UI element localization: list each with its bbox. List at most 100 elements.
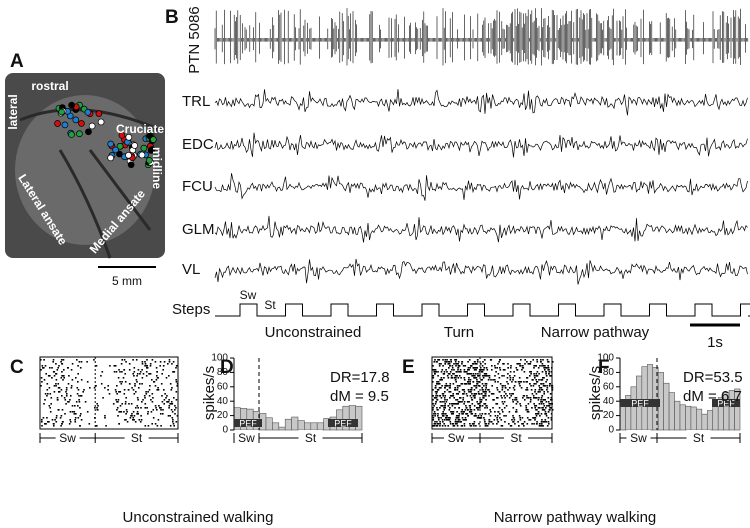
spike <box>144 365 146 367</box>
spike <box>534 419 536 421</box>
spike <box>454 403 457 405</box>
bar <box>291 416 299 431</box>
spike <box>168 359 171 361</box>
spike <box>77 405 79 407</box>
spike <box>498 377 501 379</box>
spike <box>469 373 471 375</box>
pef-bar <box>328 419 358 427</box>
spike <box>60 359 63 361</box>
spike <box>484 363 486 365</box>
spike <box>443 373 446 375</box>
spike <box>176 385 178 387</box>
spike <box>436 381 438 383</box>
spike <box>435 395 437 397</box>
spike <box>79 395 82 397</box>
spike <box>468 391 470 393</box>
spike <box>538 425 541 427</box>
spike <box>541 389 544 391</box>
spike <box>499 383 502 385</box>
spike <box>156 375 158 377</box>
spike <box>476 401 478 403</box>
spike <box>547 365 549 367</box>
spike <box>57 399 59 401</box>
spike <box>540 401 542 403</box>
spike <box>519 419 522 421</box>
bar <box>679 404 686 431</box>
spike <box>78 361 81 363</box>
spike <box>436 399 439 401</box>
spike <box>547 411 550 413</box>
spike <box>436 383 438 385</box>
stat: dM = 9.5 <box>330 388 389 405</box>
spike <box>65 403 67 405</box>
spike <box>460 421 462 423</box>
spike <box>520 381 523 383</box>
spike <box>485 383 488 385</box>
spike <box>160 383 163 385</box>
spike <box>496 389 499 391</box>
spike <box>144 397 146 399</box>
spike <box>540 383 542 385</box>
spike <box>545 381 547 383</box>
spike <box>530 389 533 391</box>
spike <box>133 367 136 369</box>
spike <box>151 393 154 395</box>
spike <box>504 385 506 387</box>
spike <box>56 397 59 399</box>
bar <box>674 400 681 431</box>
spike <box>154 423 157 425</box>
spike <box>524 359 526 361</box>
spike <box>541 379 544 381</box>
spike <box>73 413 76 415</box>
spike <box>447 425 449 427</box>
spike <box>439 379 441 381</box>
spike <box>474 397 476 399</box>
spike <box>173 397 175 399</box>
spike <box>471 399 474 401</box>
spike <box>471 423 474 425</box>
spike <box>483 419 486 421</box>
spike <box>56 369 59 371</box>
spike <box>437 413 439 415</box>
spike <box>455 403 458 405</box>
site <box>116 150 123 158</box>
spike <box>509 387 511 389</box>
y-axis-label: spikes/s <box>201 366 218 420</box>
spike <box>144 425 147 427</box>
spike <box>137 413 139 415</box>
spike <box>493 419 496 421</box>
bar <box>316 422 324 431</box>
spike <box>501 401 504 403</box>
spike <box>147 391 149 393</box>
spike <box>442 421 444 423</box>
spike <box>480 363 482 365</box>
spike <box>155 407 157 409</box>
spike <box>55 385 57 387</box>
spike <box>455 415 458 417</box>
spike <box>465 393 468 395</box>
panel-label: C <box>10 357 24 378</box>
spike <box>135 359 138 361</box>
spike <box>484 383 487 385</box>
spike <box>533 423 535 425</box>
spike <box>467 367 470 369</box>
spike <box>63 377 65 379</box>
spike <box>472 363 475 365</box>
spike <box>146 367 148 369</box>
spike <box>526 381 528 383</box>
spike <box>482 377 485 379</box>
spike <box>453 377 456 379</box>
spike <box>494 379 496 381</box>
spike <box>84 401 87 403</box>
spike <box>457 367 460 369</box>
spike <box>64 413 66 415</box>
spike <box>444 425 447 427</box>
bar <box>663 382 670 431</box>
spike <box>45 373 47 375</box>
spike <box>133 419 135 421</box>
spike <box>152 397 154 399</box>
spike <box>168 361 171 363</box>
spike <box>125 409 128 411</box>
spike <box>442 413 444 415</box>
spike <box>463 377 466 379</box>
